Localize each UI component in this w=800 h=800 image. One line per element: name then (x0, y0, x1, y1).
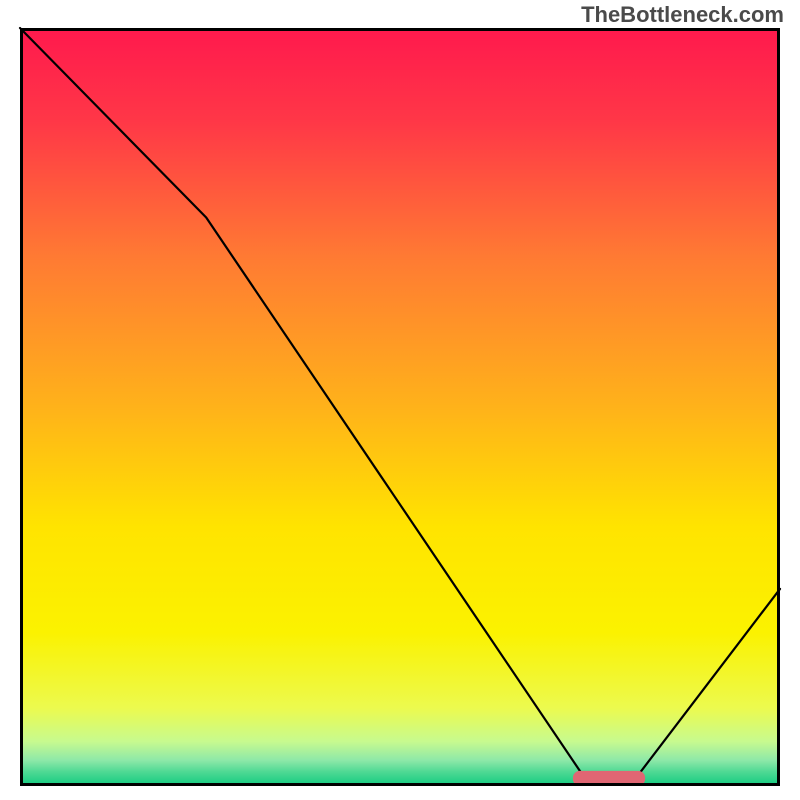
axis-frame (22, 30, 779, 785)
chart-svg (0, 0, 800, 800)
chart-container: TheBottleneck.com (0, 0, 800, 800)
curve-line (20, 28, 780, 778)
